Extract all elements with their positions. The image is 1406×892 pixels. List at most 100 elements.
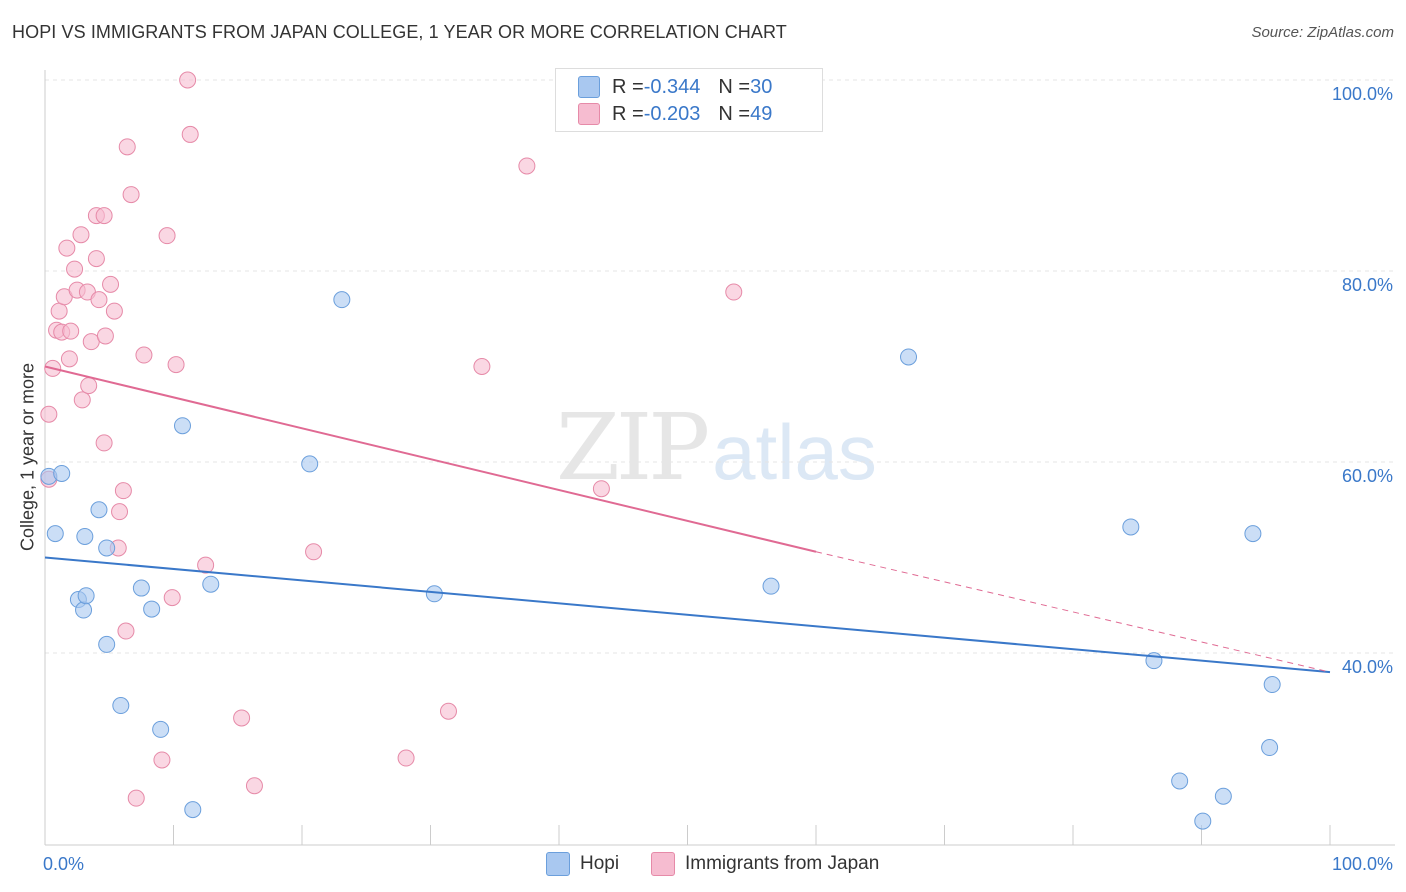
hopi-point (1263, 676, 1281, 694)
japan-point (117, 622, 135, 640)
legend-item-japan[interactable]: Immigrants from Japan (651, 852, 879, 876)
japan-point (245, 777, 263, 795)
japan-point (181, 125, 199, 143)
legend-row-japan: R = -0.203 N = 49 (578, 101, 772, 127)
japan-point (233, 709, 251, 727)
japan-trend-line (44, 365, 817, 553)
hopi-point (173, 417, 191, 435)
legend-item-hopi-swatch (546, 852, 570, 876)
japan-point (87, 250, 105, 268)
source-label: Source: ZipAtlas.com (1251, 24, 1394, 41)
japan-point (725, 283, 743, 301)
japan-point (62, 322, 80, 340)
watermark-atlas: atlas (712, 408, 877, 496)
hopi-point (143, 600, 161, 618)
hopi-point (98, 635, 116, 653)
legend-japan-r-label: R = (612, 102, 644, 125)
legend-japan-r-value: -0.203 (643, 102, 701, 125)
japan-point (66, 260, 84, 278)
y-tick-label: 80.0% (1342, 275, 1393, 295)
hopi-point (425, 585, 443, 603)
hopi-point (53, 464, 71, 482)
japan-point (40, 405, 58, 423)
grid-lines (45, 79, 1395, 654)
legend-hopi-r-label: R = (612, 75, 644, 98)
hopi-point (75, 601, 93, 619)
japan-point (439, 702, 457, 720)
japan-point (105, 302, 123, 320)
y-tick-label: 100.0% (1332, 84, 1393, 104)
japan-point (95, 207, 113, 225)
japan-point (58, 239, 76, 257)
japan-point (80, 377, 98, 395)
hopi-point (1122, 518, 1140, 536)
hopi-trend-line (44, 556, 1331, 674)
japan-point (114, 482, 132, 500)
legend-japan-n-value: 49 (750, 102, 773, 125)
legend-item-hopi[interactable]: Hopi (546, 852, 619, 876)
watermark: ZIPatlas (556, 402, 877, 494)
japan-point (197, 556, 215, 574)
hopi-point (301, 455, 319, 473)
hopi-point (1171, 772, 1189, 790)
watermark-zip: ZIP (556, 394, 710, 501)
hopi-point (900, 348, 918, 366)
hopi-point (98, 539, 116, 557)
hopi-point (184, 801, 202, 819)
legend-hopi-r-value: -0.344 (643, 75, 701, 98)
hopi-point (152, 720, 170, 738)
japan-point (72, 226, 90, 244)
japan-point (158, 227, 176, 245)
japan-point (127, 789, 145, 807)
legend-hopi-n-value: 30 (750, 75, 773, 98)
japan-point (60, 350, 78, 368)
y-tick-label: 60.0% (1342, 466, 1393, 486)
hopi-point (202, 575, 220, 593)
japan-point (135, 346, 153, 364)
hopi-point (1244, 525, 1262, 543)
hopi-point (112, 697, 130, 715)
hopi-point (762, 577, 780, 595)
y-tick-labels: 40.0% 60.0% 80.0% 100.0% (1332, 84, 1393, 677)
japan-trend-line-dashed (815, 551, 1331, 673)
correlation-legend: R = -0.344 N = 30 R = -0.203 N = 49 (555, 68, 823, 132)
hopi-point (76, 527, 94, 545)
japan-point (82, 333, 100, 351)
japan-point (102, 275, 120, 293)
japan-point (73, 391, 91, 409)
x-tick-label: 100.0% (1332, 854, 1393, 874)
japan-point (179, 71, 197, 89)
legend-item-hopi-label: Hopi (580, 853, 620, 874)
hopi-point (1214, 787, 1232, 805)
x-tick-labels: 0.0% 100.0% (43, 854, 1393, 874)
legend-hopi-n-label: N = (718, 75, 751, 98)
series-hopi-points (40, 291, 1281, 830)
chart-title: HOPI VS IMMIGRANTS FROM JAPAN COLLEGE, 1… (12, 22, 787, 42)
hopi-point (90, 501, 108, 519)
japan-point (397, 749, 415, 767)
japan-point (153, 751, 171, 769)
legend-item-japan-swatch (651, 852, 675, 876)
legend-item-japan-label: Immigrants from Japan (685, 853, 880, 874)
hopi-point (1261, 739, 1279, 757)
hopi-point (132, 579, 150, 597)
legend-row-hopi: R = -0.344 N = 30 (578, 74, 772, 100)
hopi-point (46, 525, 64, 543)
legend-swatch-hopi (578, 76, 600, 98)
japan-point (96, 327, 114, 345)
x-tick-label: 0.0% (43, 854, 84, 874)
japan-point (167, 356, 185, 374)
japan-point (50, 302, 68, 320)
series-legend: Hopi Immigrants from Japan (0, 852, 1406, 878)
japan-point (518, 157, 536, 175)
japan-point (95, 434, 113, 452)
japan-point (163, 589, 181, 607)
japan-point (305, 543, 323, 561)
hopi-point (77, 587, 95, 605)
japan-point (118, 138, 136, 156)
japan-point (473, 358, 491, 375)
axes (44, 70, 1395, 846)
japan-point (90, 291, 108, 309)
series-japan-points (40, 71, 743, 807)
